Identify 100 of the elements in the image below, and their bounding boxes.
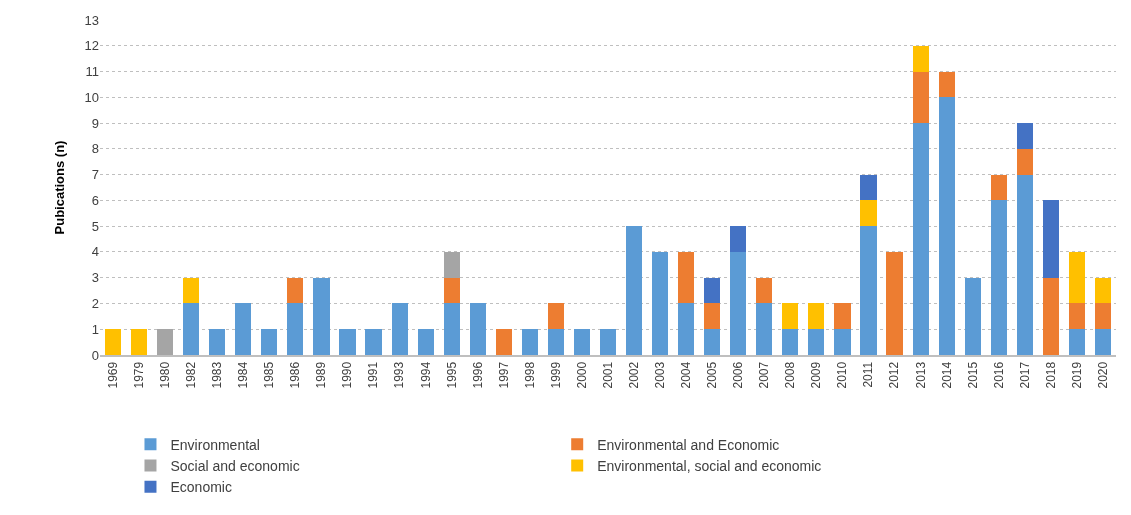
x-tick-label: 2009 — [809, 361, 824, 389]
x-tick-label: 2006 — [731, 361, 746, 389]
bar — [391, 303, 408, 355]
bar — [339, 329, 356, 355]
bar — [730, 251, 747, 355]
y-tick-label: 13 — [84, 12, 99, 28]
legend-label: Economic — [170, 479, 232, 496]
bar — [990, 174, 1007, 201]
bar — [834, 303, 851, 330]
bar — [730, 226, 747, 252]
x-tick-label: 1983 — [210, 361, 225, 389]
bar — [1068, 251, 1085, 304]
legend-label: Environmental and Economic — [597, 436, 780, 453]
bar — [1094, 329, 1112, 355]
y-tick-label: 2 — [91, 296, 99, 312]
bar — [808, 303, 825, 330]
y-tick-label: 6 — [91, 192, 99, 208]
bar — [704, 277, 721, 304]
bar — [443, 251, 460, 278]
bar — [756, 277, 773, 304]
x-tick-label: 2001 — [600, 361, 615, 389]
y-tick-label: 7 — [91, 167, 99, 183]
bar — [599, 329, 617, 355]
bar — [287, 277, 304, 304]
bar — [860, 226, 877, 355]
x-tick-label: 1980 — [158, 361, 173, 389]
x-tick-label: 1979 — [131, 361, 146, 389]
bar — [365, 329, 382, 355]
bar — [469, 303, 486, 355]
x-tick-label: 2020 — [1095, 361, 1110, 389]
bar — [495, 329, 512, 355]
bar — [313, 277, 330, 355]
x-tick-label: 1994 — [418, 361, 433, 389]
bar — [912, 71, 929, 124]
bar — [547, 303, 564, 330]
x-tick-label: 1982 — [184, 361, 199, 389]
x-tick-label: 2002 — [626, 361, 641, 389]
bar — [1068, 303, 1085, 330]
legend-label: Environmental — [170, 436, 260, 453]
bar — [938, 97, 955, 355]
x-tick-label: 1991 — [366, 361, 381, 389]
x-tick-label: 1986 — [288, 361, 303, 389]
bar — [782, 303, 799, 330]
x-tick-label: 1993 — [392, 361, 407, 389]
bar — [104, 329, 122, 355]
x-tick-label: 2003 — [653, 361, 667, 389]
bar — [938, 71, 955, 98]
bar — [443, 303, 460, 355]
x-tick-label: 2005 — [705, 361, 720, 389]
x-tick-label: 2012 — [887, 361, 902, 389]
bar — [1016, 174, 1033, 355]
x-tick-label: 2008 — [783, 361, 798, 389]
legend-label: Social and economic — [170, 457, 300, 474]
x-tick-label: 1995 — [444, 361, 459, 389]
bar — [808, 329, 825, 355]
x-tick-label: 1990 — [340, 361, 355, 389]
bar — [1068, 329, 1085, 355]
bar — [964, 277, 981, 355]
x-tick-label: 2015 — [965, 361, 980, 389]
bar — [704, 329, 721, 355]
x-tick-label: 2011 — [861, 361, 876, 388]
bar — [990, 200, 1007, 355]
x-tick-label: 2007 — [757, 361, 772, 389]
x-tick-label: 1999 — [548, 361, 563, 389]
y-tick-label: 4 — [91, 244, 99, 260]
legend-label: Environmental, social and economic — [597, 457, 822, 474]
x-tick-label: 2019 — [1069, 361, 1084, 389]
bar — [1094, 303, 1112, 330]
bar — [209, 329, 226, 355]
bar — [625, 226, 643, 355]
bar — [131, 329, 148, 355]
x-tick-label: 2014 — [939, 361, 954, 389]
bar — [782, 329, 799, 355]
x-tick-label: 1984 — [236, 361, 251, 389]
bar — [287, 303, 304, 355]
bar — [417, 329, 434, 355]
bar — [1042, 200, 1059, 278]
bar — [678, 251, 695, 304]
bar — [235, 303, 252, 355]
x-tick-label: 1997 — [496, 361, 511, 389]
bar — [521, 329, 538, 355]
bar — [704, 303, 721, 330]
x-tick-label: 2000 — [574, 361, 589, 389]
bar — [261, 329, 278, 355]
bar — [547, 329, 564, 355]
x-tick-label: 1989 — [314, 361, 329, 389]
y-tick-label: 8 — [91, 141, 99, 157]
bar — [860, 200, 877, 227]
bar — [678, 303, 695, 355]
y-tick-label: 12 — [84, 38, 99, 54]
bar — [834, 329, 851, 355]
y-tick-label: 10 — [84, 89, 99, 105]
y-tick-label: 3 — [91, 270, 99, 286]
bar — [860, 174, 877, 201]
x-tick-label: 2013 — [913, 361, 928, 389]
y-tick-label: 11 — [85, 64, 99, 80]
bar — [1016, 123, 1033, 149]
y-axis-title: Pubications (n) — [52, 140, 67, 235]
bar — [756, 303, 773, 355]
bar — [912, 45, 929, 72]
